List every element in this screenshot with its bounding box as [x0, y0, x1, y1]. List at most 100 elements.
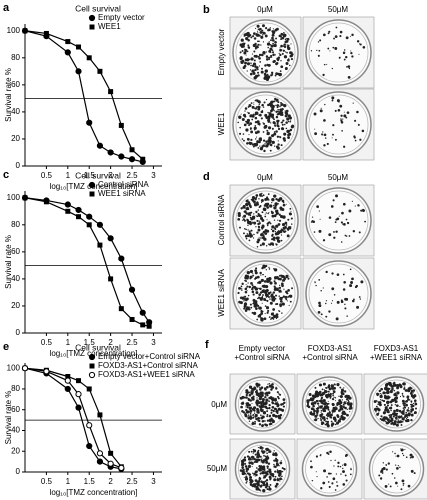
x-tick-label: 3 — [151, 171, 156, 180]
colony — [272, 51, 275, 54]
colony — [279, 461, 283, 465]
colony — [274, 40, 277, 44]
colony — [320, 421, 323, 423]
colony — [244, 234, 248, 238]
colony — [318, 392, 321, 396]
colony — [264, 470, 266, 472]
colony — [269, 281, 273, 285]
panel-letter: d — [203, 171, 210, 183]
colony — [244, 413, 248, 417]
colony — [259, 386, 261, 389]
colony — [269, 301, 273, 305]
colony — [252, 414, 254, 417]
colony — [377, 408, 381, 412]
colony — [250, 416, 253, 420]
colony — [261, 420, 264, 423]
colony — [266, 488, 269, 491]
data-point — [118, 153, 125, 160]
colony — [280, 460, 282, 462]
colony — [354, 119, 357, 122]
colony — [239, 132, 242, 135]
colony — [324, 137, 327, 139]
colony — [248, 134, 250, 136]
data-point — [64, 385, 71, 393]
colony — [376, 392, 379, 396]
colony — [281, 291, 283, 293]
colony — [257, 209, 259, 211]
colony — [244, 287, 248, 291]
colony — [409, 386, 412, 389]
colony — [396, 415, 398, 417]
data-point — [118, 464, 125, 471]
column-label: FOXD3-AS1 — [308, 344, 353, 353]
colony — [385, 464, 388, 466]
colony — [358, 296, 361, 298]
colony — [241, 282, 244, 285]
colony — [278, 474, 281, 477]
colony — [254, 66, 257, 68]
colony — [265, 212, 267, 214]
colony — [255, 393, 258, 396]
colony — [259, 214, 262, 218]
colony — [393, 409, 396, 413]
colony — [262, 481, 266, 485]
colony — [265, 406, 268, 410]
colony — [407, 389, 411, 393]
colony — [334, 459, 336, 461]
colony — [246, 111, 248, 113]
colony — [271, 419, 275, 424]
colony — [254, 142, 259, 147]
y-tick-label: 0 — [16, 328, 21, 337]
colony — [356, 40, 360, 43]
colony — [261, 295, 264, 298]
colony — [400, 448, 402, 450]
dish-rim — [372, 444, 421, 494]
colony — [412, 392, 414, 394]
colony — [281, 302, 285, 306]
colony — [410, 469, 414, 473]
colony — [333, 294, 336, 296]
dish-rim — [235, 22, 296, 83]
colony — [250, 391, 254, 395]
colony — [276, 469, 279, 471]
colony — [255, 215, 257, 217]
data-point — [64, 201, 71, 208]
colony — [345, 218, 348, 221]
colony — [243, 396, 246, 399]
colony — [326, 420, 330, 423]
colony — [275, 243, 277, 245]
colony — [260, 199, 264, 202]
colony — [342, 470, 345, 473]
colony — [314, 281, 316, 283]
colony — [273, 450, 275, 452]
colony — [318, 301, 321, 305]
colony — [270, 418, 273, 420]
colony — [254, 42, 257, 46]
colony — [252, 145, 255, 148]
y-tick-label: 100 — [7, 193, 21, 202]
colony — [258, 392, 262, 395]
colony — [331, 272, 334, 275]
colony — [328, 485, 331, 488]
colony — [396, 391, 400, 395]
colony — [257, 225, 261, 229]
colony — [277, 239, 281, 243]
colony — [272, 318, 275, 320]
colony — [280, 35, 283, 38]
colony — [243, 456, 247, 459]
colony — [351, 200, 353, 202]
colony — [262, 109, 264, 111]
colony — [404, 414, 408, 417]
y-axis-label: Survival rate % — [4, 68, 13, 122]
colony — [253, 37, 257, 40]
colony — [246, 218, 249, 221]
colony — [278, 72, 282, 77]
colony — [271, 45, 274, 47]
colony — [383, 403, 386, 406]
y-tick-label: 0 — [16, 161, 21, 170]
colony — [258, 34, 261, 37]
colony — [265, 77, 270, 81]
colony — [270, 54, 273, 58]
dish-rim — [235, 94, 296, 155]
colony — [252, 472, 254, 474]
